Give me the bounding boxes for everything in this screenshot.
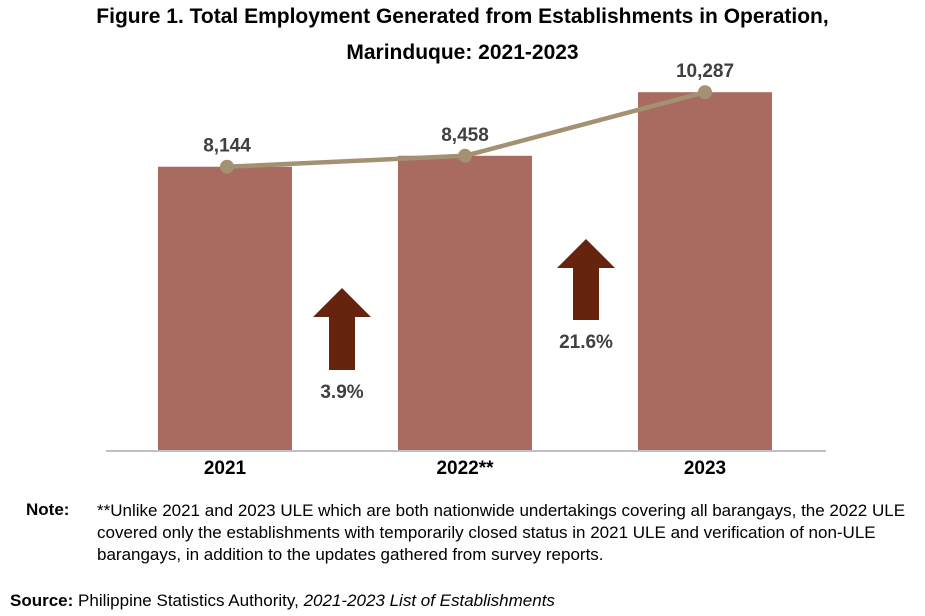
note-text: **Unlike 2021 and 2023 ULE which are bot…	[97, 501, 906, 564]
source-agency: Philippine Statistics Authority,	[78, 591, 299, 610]
source-publication: 2021-2023 List of Establishments	[303, 591, 555, 610]
trend-point-1	[458, 148, 472, 163]
chart-title: Figure 1. Total Employment Generated fro…	[96, 5, 829, 28]
x-tick-label-2: 2023	[684, 458, 726, 479]
note-label: Note:	[26, 500, 70, 519]
growth-arrow-1	[557, 239, 615, 320]
value-label-1: 8,458	[441, 125, 489, 146]
bar-0	[158, 166, 292, 450]
trend-point-2	[698, 85, 712, 100]
source-label: Source:	[10, 591, 74, 610]
change-label-0: 3.9%	[320, 382, 363, 403]
growth-arrow-0	[313, 288, 371, 370]
bar-2	[638, 92, 772, 450]
x-tick-label-0: 2021	[204, 458, 247, 479]
chart-svg: 2021 2022** 2023 3.9% 21.6% 8,144 8,458 10,287	[106, 61, 826, 479]
chart-subtitle: Marinduque: 2021-2023	[346, 41, 579, 64]
bar-1	[398, 155, 532, 450]
x-tick-label-1: 2022**	[436, 458, 494, 479]
trend-point-0	[220, 159, 234, 174]
value-label-2: 10,287	[676, 61, 734, 82]
change-label-1: 21.6%	[559, 332, 613, 353]
value-label-0: 8,144	[203, 136, 251, 157]
source-line: Source: Philippine Statistics Authority,…	[10, 591, 555, 611]
